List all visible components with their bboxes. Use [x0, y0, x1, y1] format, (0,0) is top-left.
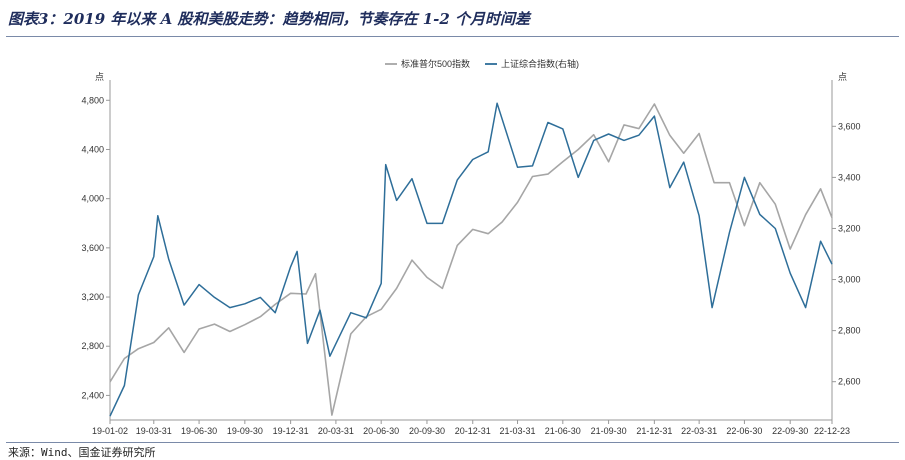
series-lines	[109, 102, 833, 417]
legend-label: 上证综合指数(右轴)	[501, 58, 579, 69]
y-right-tick-label: 2,600	[838, 377, 861, 387]
title-divider	[6, 36, 899, 37]
x-tick-label: 21-06-30	[545, 426, 581, 436]
y-left-tick-label: 4,400	[81, 144, 104, 154]
x-axis: 19-01-02 19-03-31 19-06-30 19-09-30 19-12-31…	[92, 420, 850, 436]
y-right-tick-label: 3,600	[838, 121, 861, 131]
x-tick-label: 19-03-31	[136, 426, 172, 436]
legend-label: 标准普尔500指数	[401, 58, 470, 69]
y-left-tick-label: 2,400	[81, 390, 104, 400]
y-right-unit: 点	[838, 72, 847, 83]
series-line-shanghai	[109, 102, 833, 417]
y-left-tick-label: 3,200	[81, 292, 104, 302]
y-left-tick-label: 2,800	[81, 341, 104, 351]
x-tick-label: 22-06-30	[726, 426, 762, 436]
x-tick-label: 19-01-02	[92, 426, 128, 436]
figure-title: 图表3：2019 年以来 A 股和美股走势：趋势相同，节奏存在 1-2 个月时间…	[8, 10, 531, 28]
source-note: 来源：Wind、国金证券研究所	[8, 446, 156, 459]
y-left-tick-label: 3,600	[81, 243, 104, 253]
source-divider	[6, 442, 899, 443]
x-tick-label: 19-09-30	[227, 426, 263, 436]
x-tick-label: 21-09-30	[591, 426, 627, 436]
x-tick-label: 22-09-30	[772, 426, 808, 436]
y-left-unit: 点	[95, 72, 104, 83]
y-left-tick-label: 4,000	[81, 194, 104, 204]
y-right-tick-label: 3,200	[838, 223, 861, 233]
y-axis-left: 点 2,400 2,800 3,200 3,600 4,000 4,400 4,800	[81, 72, 110, 400]
x-tick-label: 20-03-31	[318, 426, 354, 436]
y-axis-right: 点 2,600 2,800 3,000 3,200 3,400 3,600	[832, 72, 861, 387]
x-tick-label: 21-12-31	[636, 426, 672, 436]
plot-frame	[109, 80, 833, 421]
x-tick-label: 20-12-31	[455, 426, 491, 436]
x-tick-label: 22-12-23	[814, 426, 850, 436]
series-line-sp500	[109, 103, 833, 416]
x-tick-label: 20-06-30	[363, 426, 399, 436]
legend: 标准普尔500指数 上证综合指数(右轴)	[385, 58, 579, 69]
y-right-tick-label: 3,400	[838, 172, 861, 182]
y-left-tick-label: 4,800	[81, 95, 104, 105]
y-right-tick-label: 2,800	[838, 326, 861, 336]
x-tick-label: 19-06-30	[181, 426, 217, 436]
y-right-tick-label: 3,000	[838, 275, 861, 285]
x-tick-label: 19-12-31	[273, 426, 309, 436]
x-tick-label: 21-03-31	[500, 426, 536, 436]
x-tick-label: 20-09-30	[409, 426, 445, 436]
x-tick-label: 22-03-31	[681, 426, 717, 436]
